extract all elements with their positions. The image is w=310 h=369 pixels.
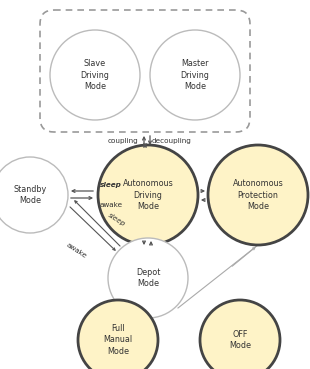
Text: awake: awake (65, 242, 88, 260)
Text: decoupling: decoupling (152, 138, 192, 144)
Text: Autonomous
Driving
Mode: Autonomous Driving Mode (123, 179, 173, 211)
Text: Full
Manual
Mode: Full Manual Mode (104, 324, 133, 356)
Text: Depot
Mode: Depot Mode (136, 268, 160, 289)
Circle shape (200, 300, 280, 369)
Circle shape (50, 30, 140, 120)
Circle shape (0, 157, 68, 233)
Text: sleep: sleep (100, 182, 122, 188)
Circle shape (150, 30, 240, 120)
Text: sleep: sleep (107, 213, 126, 228)
Circle shape (98, 145, 198, 245)
Text: Master
Driving
Mode: Master Driving Mode (180, 59, 210, 91)
Text: Standby
Mode: Standby Mode (13, 184, 46, 206)
Text: Slave
Driving
Mode: Slave Driving Mode (81, 59, 109, 91)
Text: OFF
Mode: OFF Mode (229, 330, 251, 351)
Text: Autonomous
Protection
Mode: Autonomous Protection Mode (232, 179, 283, 211)
Text: coupling: coupling (107, 138, 138, 144)
Text: awake: awake (100, 202, 123, 208)
Circle shape (208, 145, 308, 245)
Circle shape (78, 300, 158, 369)
Circle shape (108, 238, 188, 318)
